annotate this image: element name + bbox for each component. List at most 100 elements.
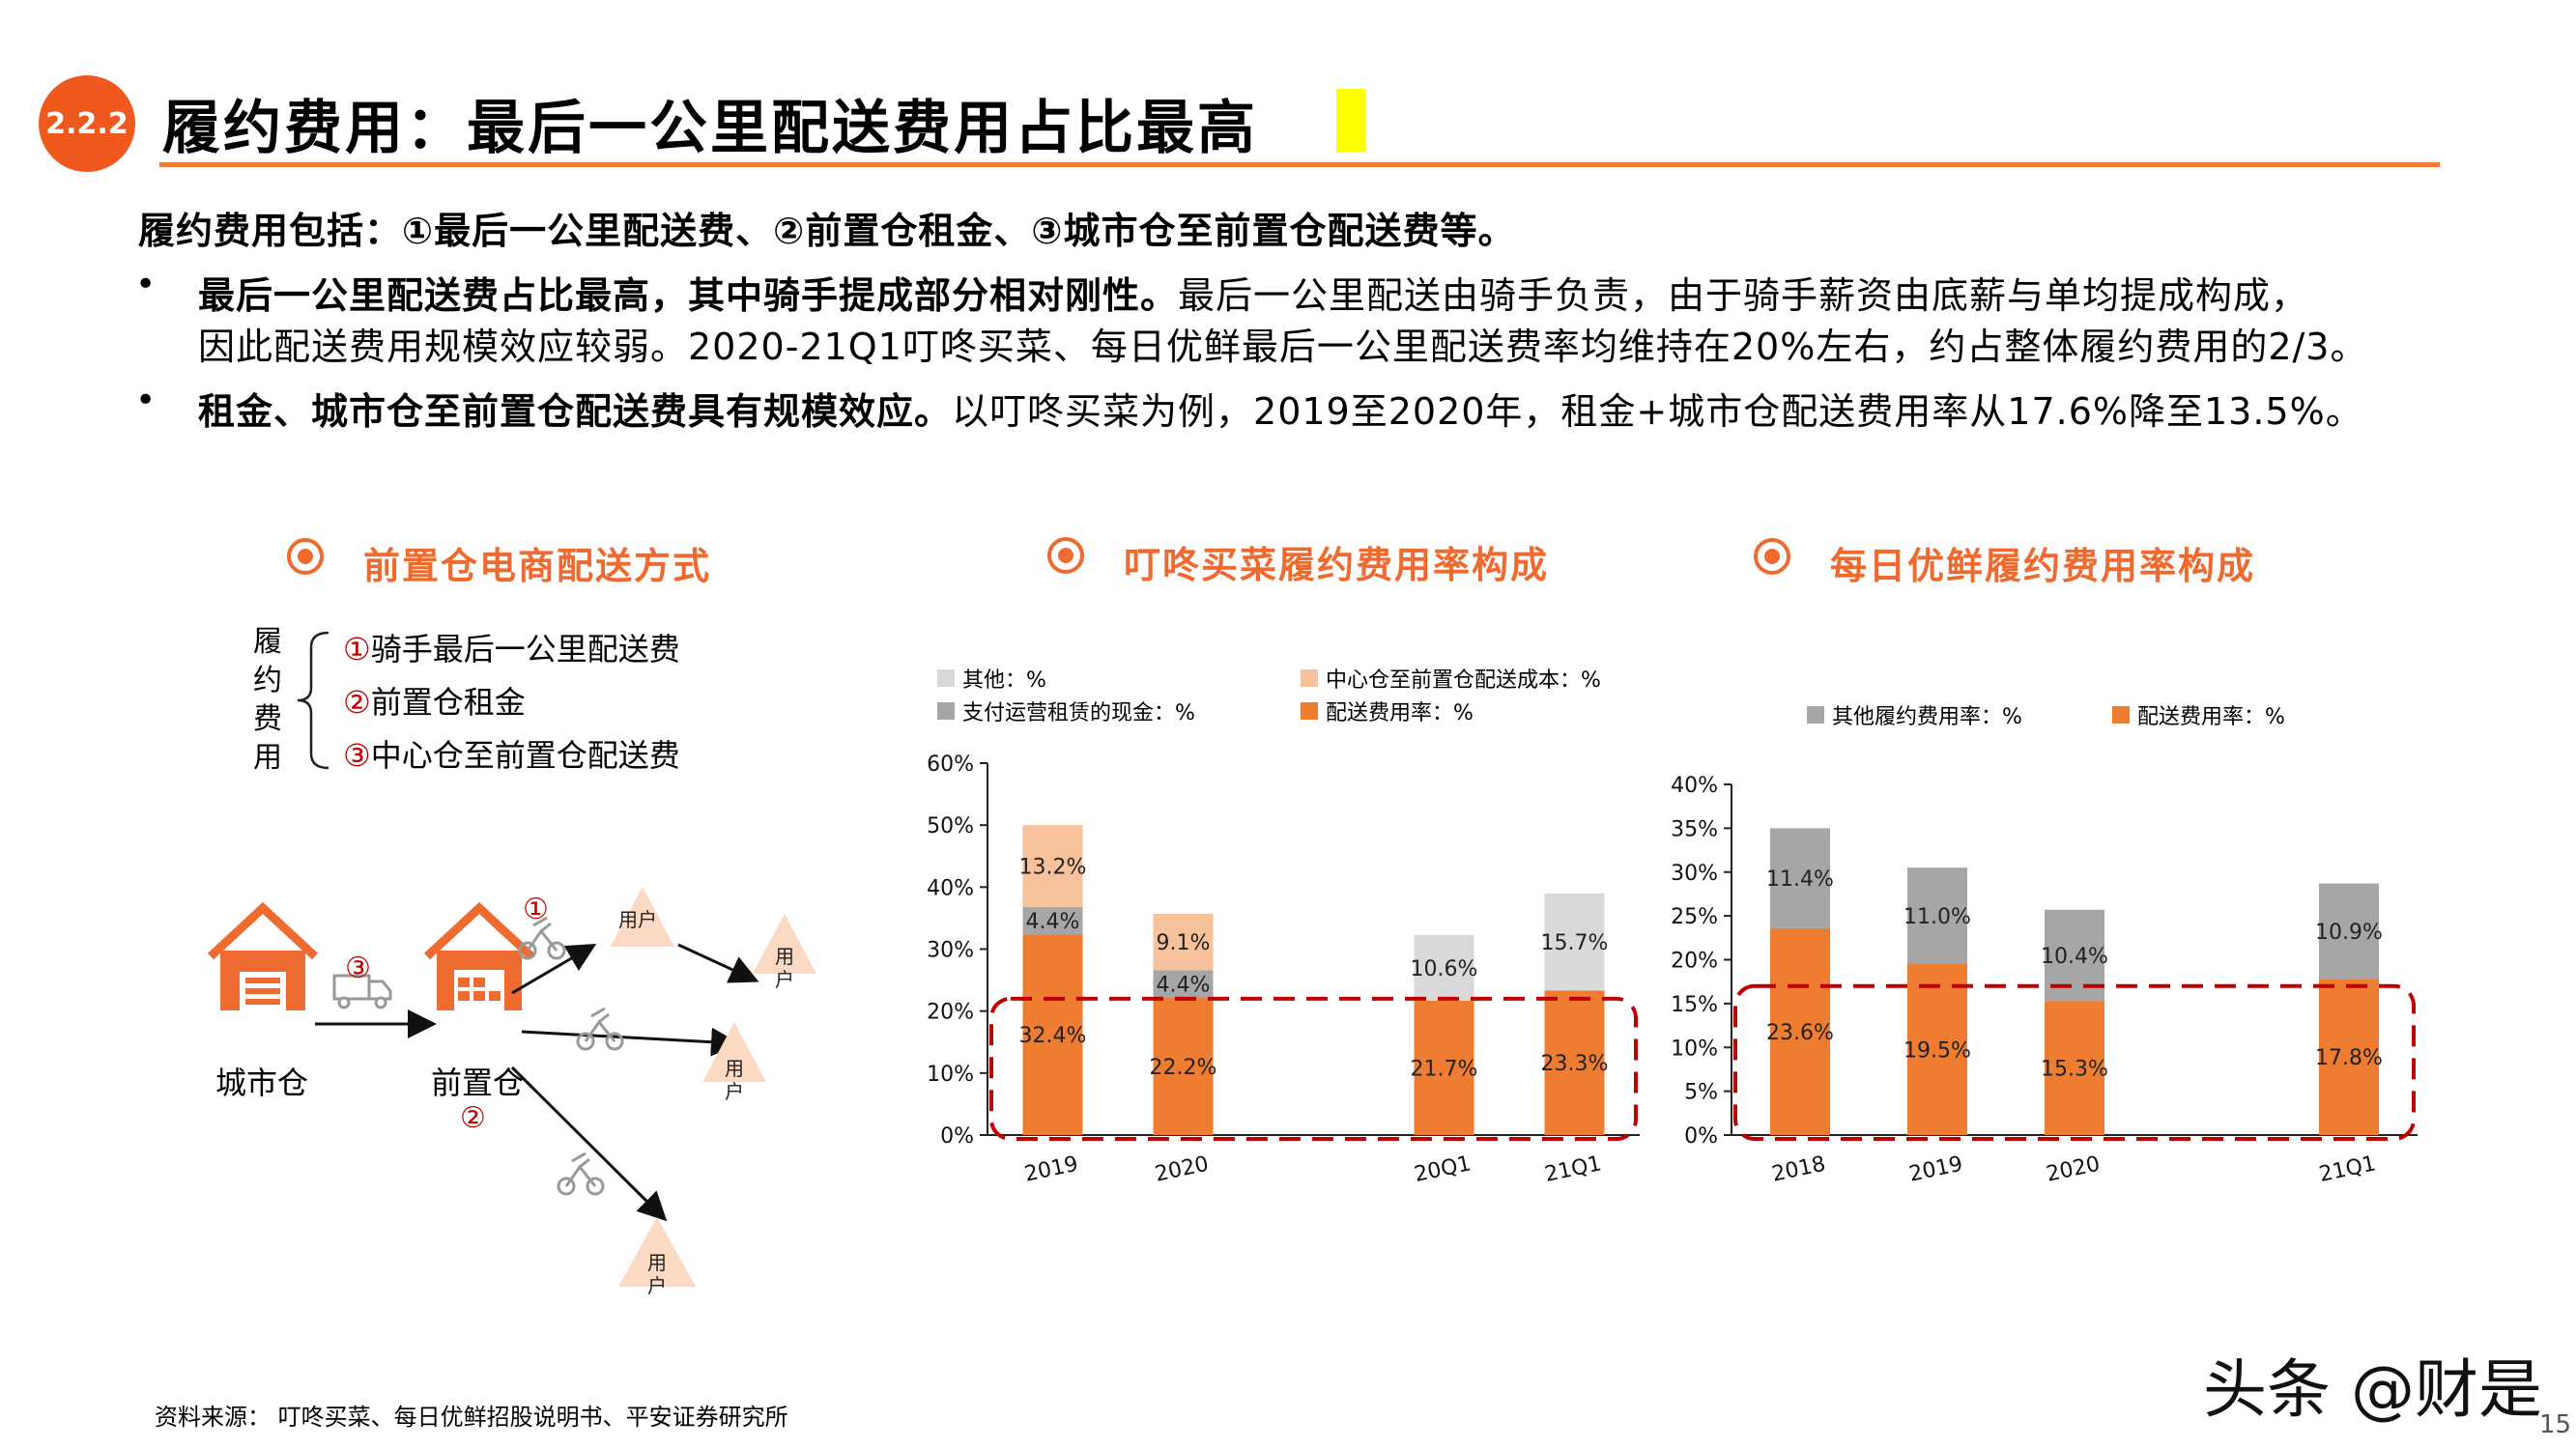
legend-swatch	[1301, 702, 1318, 720]
y-tick-label: 10%	[927, 1063, 974, 1087]
fee-item-3: ③中心仓至前置仓配送费	[343, 737, 680, 774]
bar-segment	[1022, 906, 1083, 935]
legend-label: 支付运营租赁的现金：%	[962, 701, 1195, 725]
x-tick-label: 2020	[2045, 1152, 2103, 1187]
bar-segment	[2319, 883, 2379, 980]
x-tick-label: 2018	[1770, 1152, 1828, 1187]
bar-segment	[1414, 1000, 1474, 1135]
x-tick-label: 2019	[1907, 1152, 1965, 1187]
data-label: 23.3%	[1541, 1052, 1609, 1076]
bar-segment	[2045, 1001, 2104, 1135]
data-label: 10.4%	[2041, 945, 2108, 969]
x-tick-label: 21Q1	[1543, 1151, 1604, 1187]
bullet-1-bold: 最后一公里配送费占比最高，其中骑手提成部分相对刚性。	[198, 274, 1179, 317]
y-tick-label: 15%	[1672, 993, 1718, 1017]
legend-label: 中心仓至前置仓配送成本：%	[1326, 668, 1601, 693]
bar-segment	[1907, 867, 1967, 965]
user-label: 用户	[618, 908, 657, 931]
step-2-number: ②	[460, 1101, 486, 1135]
fee-side-label: 履 约 费 用	[253, 625, 282, 775]
step-3-number: ③	[345, 952, 371, 985]
legend-label: 其他：%	[962, 668, 1046, 693]
user-triangle	[618, 1217, 696, 1287]
data-label: 19.5%	[1903, 1039, 1971, 1064]
city-warehouse-icon	[207, 901, 319, 1010]
data-label: 4.4%	[1026, 910, 1080, 934]
legend-swatch	[937, 669, 955, 687]
data-label: 4.4%	[1157, 973, 1211, 997]
bar-segment	[1544, 990, 1605, 1135]
diagram-title: 前置仓电商配送方式	[363, 545, 712, 587]
data-label: 15.3%	[2041, 1058, 2108, 1082]
x-tick-label: 20Q1	[1413, 1151, 1474, 1187]
chart1-bar-chart: 0% 10% 20% 30% 40% 50% 60% 32.4% 4.4% 13.2% 2019 22…	[927, 753, 1640, 1187]
page-number: 15	[2539, 1410, 2572, 1439]
y-tick-label: 0%	[940, 1124, 974, 1149]
data-label: 22.2%	[1150, 1056, 1217, 1080]
data-label: 11.0%	[1903, 905, 1971, 929]
bar-segment	[1770, 927, 1830, 1135]
x-tick-label: 2019	[1022, 1152, 1080, 1187]
chart2-title: 每日优鲜履约费用率构成	[1830, 545, 2256, 587]
delivery-flow-diagram	[207, 887, 816, 1287]
bullet-1-line-1: 最后一公里配送费占比最高，其中骑手提成部分相对刚性。最后一公里配送由骑手负责，由…	[198, 266, 2308, 319]
legend-item: 其他履约费用率：%	[1807, 699, 2022, 730]
scooter-icon	[557, 1151, 605, 1196]
data-label: 10.9%	[2315, 921, 2383, 945]
legend-item: 其他：%	[937, 663, 1046, 694]
data-label: 32.4%	[1019, 1024, 1087, 1048]
bar-segment	[1153, 970, 1214, 998]
bullet-marker: •	[135, 265, 157, 304]
section-badge: 2.2.2	[39, 75, 135, 172]
chart2-bar-chart: 0% 5% 10% 15% 20% 25% 30% 35% 40% 23.6% 11.4% 2018 1…	[1672, 774, 2418, 1187]
front-warehouse-icon	[423, 901, 535, 1010]
target-icon	[1047, 537, 1084, 574]
y-tick-label: 0%	[1684, 1124, 1718, 1149]
data-label: 10.6%	[1411, 957, 1478, 981]
city-warehouse-label: 城市仓	[215, 1065, 309, 1101]
intro-text: 履约费用包括：①最后一公里配送费、②前置仓租金、③城市仓至前置仓配送费等。	[138, 210, 1516, 252]
source-note: 资料来源： 叮咚买菜、每日优鲜招股说明书、平安证券研究所	[155, 1404, 788, 1431]
truck-icon	[332, 974, 392, 1009]
bullet-1-text: 最后一公里配送由骑手负责，由于骑手薪资由底薪与单均提成构成，	[1178, 274, 2309, 317]
user-triangle	[611, 887, 674, 947]
y-tick-label: 10%	[1672, 1037, 1718, 1061]
x-tick-label: 2020	[1153, 1152, 1211, 1187]
bar-segment	[1153, 997, 1214, 1135]
bar-segment	[1022, 934, 1083, 1135]
target-icon	[1754, 538, 1790, 575]
bar-segment	[1544, 893, 1605, 991]
highlight-box	[1733, 983, 2416, 1141]
y-tick-label: 30%	[927, 939, 974, 963]
legend-swatch	[937, 702, 955, 720]
title-highlight-mark	[1336, 89, 1365, 153]
scooter-icon	[518, 916, 566, 960]
y-tick-label: 40%	[927, 876, 974, 900]
watermark: 头条 @财是	[2203, 1352, 2542, 1427]
y-tick-label: 40%	[1672, 774, 1718, 798]
legend-item: 支付运营租赁的现金：%	[937, 696, 1195, 726]
bullet-2-text: 以叮咚买菜为例，2019至2020年，租金+城市仓配送费用率从17.6%降至13…	[952, 390, 2363, 433]
bullet-marker: •	[135, 381, 157, 420]
user-label: 用户	[647, 1251, 667, 1297]
legend-item: 配送费用率：%	[2112, 699, 2285, 730]
y-tick-label: 20%	[1672, 950, 1718, 974]
data-label: 17.8%	[2315, 1046, 2383, 1070]
user-triangle	[753, 914, 816, 974]
legend-label: 其他履约费用率：%	[1832, 705, 2022, 729]
fee-item-1: ①骑手最后一公里配送费	[343, 631, 680, 668]
bar-segment	[1153, 913, 1214, 971]
legend-swatch	[2112, 706, 2130, 724]
fee-item-2: ②前置仓租金	[343, 684, 526, 721]
y-tick-label: 50%	[927, 814, 974, 838]
bar-segment	[1022, 825, 1083, 907]
user-triangle	[702, 1022, 766, 1082]
page-title: 履约费用：最后一公里配送费用占比最高	[162, 95, 1258, 162]
y-tick-label: 5%	[1684, 1081, 1718, 1105]
bar-segment	[1907, 964, 1967, 1135]
data-label: 15.7%	[1541, 931, 1609, 955]
legend-swatch	[1301, 669, 1318, 687]
legend-label: 配送费用率：%	[2137, 705, 2285, 729]
user-label: 用户	[725, 1057, 744, 1103]
legend-label: 配送费用率：%	[1326, 701, 1474, 725]
